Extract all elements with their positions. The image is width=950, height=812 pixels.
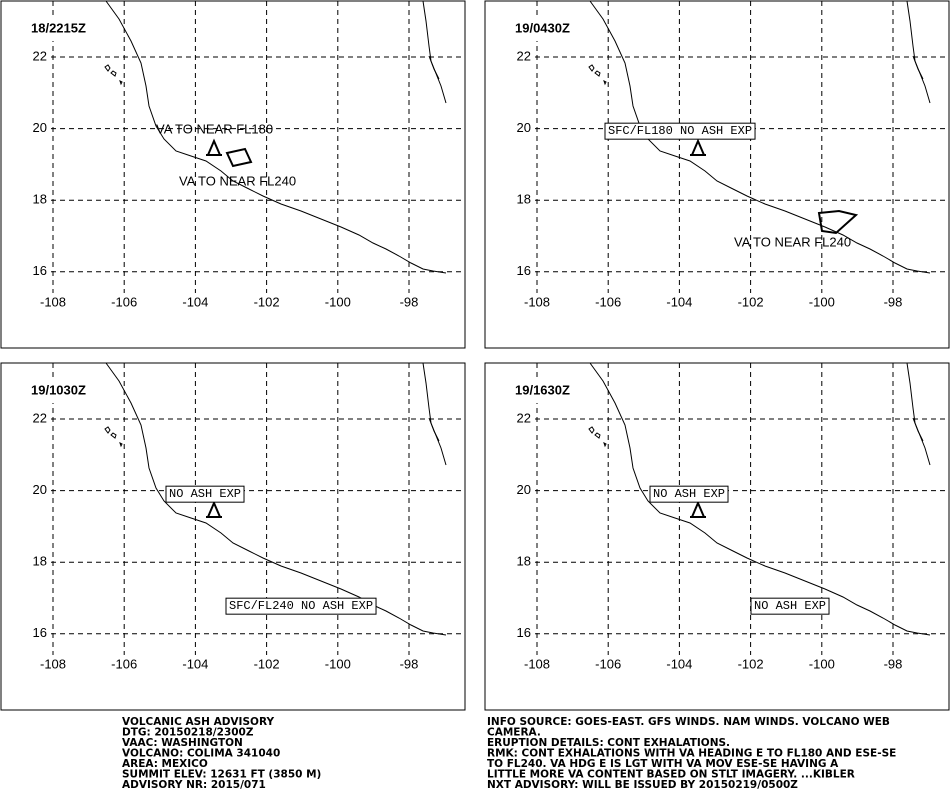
title-bg bbox=[511, 17, 597, 41]
lon-label: -100 bbox=[809, 294, 835, 309]
lon-label: -98 bbox=[400, 656, 419, 671]
map-panel: -108 -106 -104 -102 -100 -98 16 18 20 22 19/1030Z N… bbox=[0, 362, 466, 711]
lat-label: 20 bbox=[517, 482, 531, 497]
advisory-line: AREA: MEXICO bbox=[122, 758, 208, 770]
lat-label: 20 bbox=[33, 120, 47, 135]
ash-area bbox=[225, 147, 253, 168]
lon-label: -104 bbox=[666, 294, 692, 309]
annotation-box bbox=[225, 597, 377, 615]
lat-label: 22 bbox=[33, 48, 47, 63]
annotation: NO ASH EXP bbox=[653, 487, 725, 501]
advisory-line: NXT ADVISORY: WILL BE ISSUED BY 20150219… bbox=[487, 779, 798, 791]
annotation-box bbox=[750, 597, 830, 615]
panel-border bbox=[0, 362, 466, 711]
annotation-box bbox=[165, 485, 245, 503]
advisory-line: RMK: CONT EXHALATIONS WITH VA HEADING E … bbox=[487, 748, 896, 760]
lon-label: -102 bbox=[254, 656, 280, 671]
annotation-box bbox=[604, 122, 756, 140]
annotation: VA TO NEAR FL240 bbox=[179, 173, 296, 188]
coastline bbox=[104, 0, 447, 274]
title-bg bbox=[511, 379, 597, 403]
advisory-line: VOLCANO: COLIMA 341040 bbox=[122, 748, 280, 760]
lat-label: 18 bbox=[517, 192, 531, 207]
annotation: SFC/FL180 NO ASH EXP bbox=[608, 124, 752, 138]
lat-label: 16 bbox=[33, 625, 47, 640]
advisory-line: LITTLE MORE VA CONTENT BASED ON STLT IMA… bbox=[487, 769, 855, 781]
ash-area bbox=[817, 209, 859, 235]
volcano-symbol bbox=[689, 502, 707, 518]
lat-label: 16 bbox=[517, 625, 531, 640]
lat-label: 18 bbox=[517, 554, 531, 569]
advisory-line: TO FL240. VA HDG E IS LGT WITH VA MOV ES… bbox=[487, 758, 839, 770]
annotation: NO ASH EXP bbox=[754, 599, 826, 613]
lon-label: -108 bbox=[40, 294, 66, 309]
volcano-symbol bbox=[205, 502, 223, 518]
panel-border bbox=[484, 362, 950, 711]
lat-label: 22 bbox=[517, 48, 531, 63]
panel-border bbox=[0, 0, 466, 349]
annotation-box bbox=[649, 485, 729, 503]
title-bg bbox=[27, 379, 113, 403]
panel-title: 18/2215Z bbox=[31, 20, 86, 35]
advisory-line: CAMERA. bbox=[487, 727, 541, 739]
lon-label: -104 bbox=[666, 656, 692, 671]
lon-label: -108 bbox=[524, 294, 550, 309]
lon-label: -104 bbox=[182, 656, 208, 671]
map-panel: -108 -106 -104 -102 -100 -98 16 18 20 22 18/2215Z V… bbox=[0, 0, 466, 349]
panel-title: 19/0430Z bbox=[515, 20, 570, 35]
advisory-line: DTG: 20150218/2300Z bbox=[122, 727, 254, 739]
advisory-line: INFO SOURCE: GOES-EAST. GFS WINDS. NAM W… bbox=[487, 716, 890, 728]
lon-label: -100 bbox=[325, 294, 351, 309]
advisory-line: SUMMIT ELEV: 12631 FT (3850 M) bbox=[122, 769, 321, 781]
title-bg bbox=[27, 17, 113, 41]
lat-label: 22 bbox=[517, 410, 531, 425]
lon-label: -100 bbox=[325, 656, 351, 671]
annotation: NO ASH EXP bbox=[169, 487, 241, 501]
map-panel: -108 -106 -104 -102 -100 -98 16 18 20 22 19/0430Z S… bbox=[484, 0, 950, 349]
lon-label: -108 bbox=[524, 656, 550, 671]
annotation: VA TO NEAR FL180 bbox=[156, 121, 273, 136]
lon-label: -108 bbox=[40, 656, 66, 671]
advisory-line: ADVISORY NR: 2015/071 bbox=[122, 779, 266, 791]
lon-label: -98 bbox=[884, 294, 903, 309]
lat-label: 22 bbox=[33, 410, 47, 425]
lon-label: -98 bbox=[884, 656, 903, 671]
lon-label: -98 bbox=[400, 294, 419, 309]
panel-border bbox=[484, 0, 950, 349]
annotation: SFC/FL240 NO ASH EXP bbox=[229, 599, 373, 613]
volcano-symbol bbox=[205, 140, 223, 156]
lon-label: -106 bbox=[595, 294, 621, 309]
lat-label: 20 bbox=[33, 482, 47, 497]
lon-label: -102 bbox=[738, 656, 764, 671]
lon-label: -106 bbox=[111, 294, 137, 309]
coastline bbox=[588, 362, 931, 636]
lon-label: -102 bbox=[738, 294, 764, 309]
map-panel: -108 -106 -104 -102 -100 -98 16 18 20 22 19/1630Z N… bbox=[484, 362, 950, 711]
panel-title: 19/1030Z bbox=[31, 382, 86, 397]
advisory-line: ERUPTION DETAILS: CONT EXHALATIONS. bbox=[487, 737, 730, 749]
volcano-symbol bbox=[689, 140, 707, 156]
annotation: VA TO NEAR FL240 bbox=[734, 234, 851, 249]
lat-label: 16 bbox=[517, 263, 531, 278]
lon-label: -100 bbox=[809, 656, 835, 671]
lon-label: -106 bbox=[595, 656, 621, 671]
advisory-line: VAAC: WASHINGTON bbox=[122, 737, 243, 749]
lat-label: 20 bbox=[517, 120, 531, 135]
lat-label: 16 bbox=[33, 263, 47, 278]
lat-label: 18 bbox=[33, 192, 47, 207]
lon-label: -102 bbox=[254, 294, 280, 309]
coastline bbox=[104, 362, 447, 636]
advisory-line: VOLCANIC ASH ADVISORY bbox=[122, 716, 274, 728]
lon-label: -106 bbox=[111, 656, 137, 671]
panel-title: 19/1630Z bbox=[515, 382, 570, 397]
lon-label: -104 bbox=[182, 294, 208, 309]
lat-label: 18 bbox=[33, 554, 47, 569]
